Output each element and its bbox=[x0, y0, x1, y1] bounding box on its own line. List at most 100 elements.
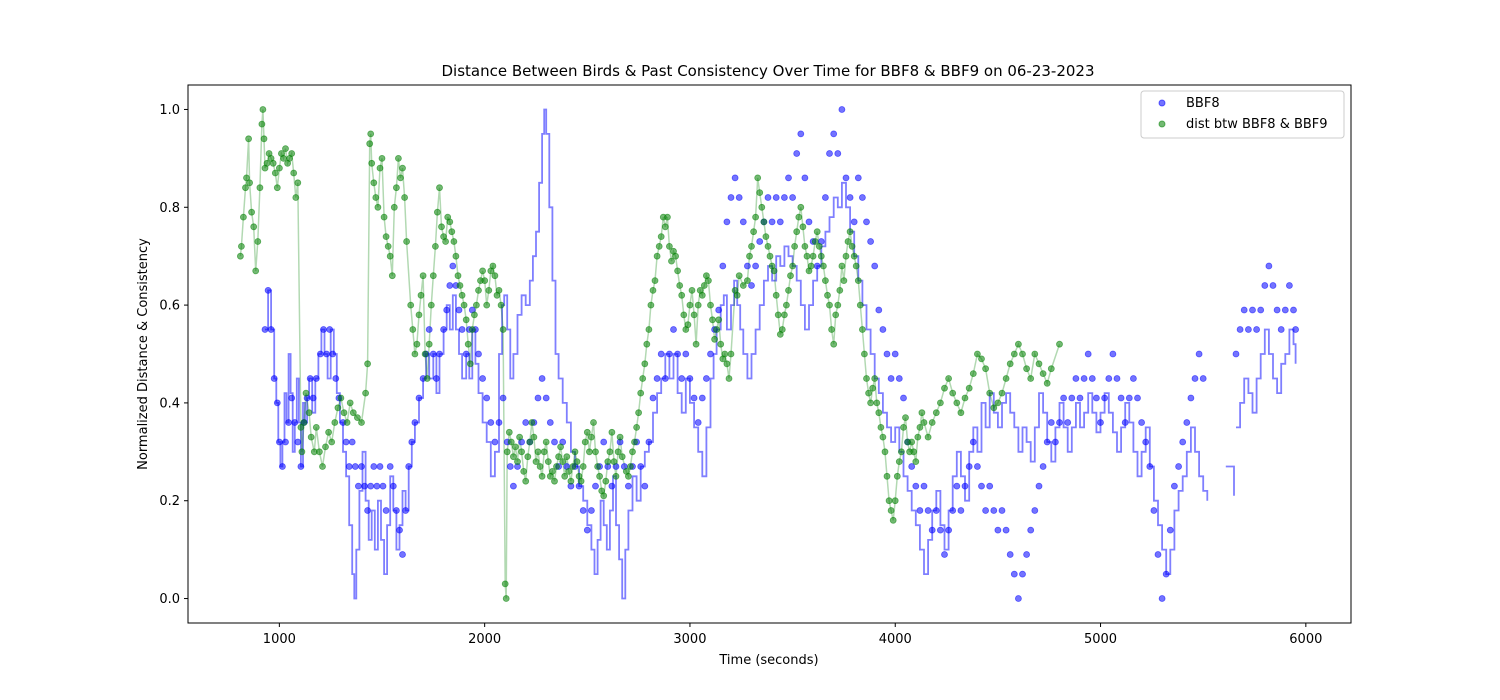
data-point-bbf8 bbox=[1072, 375, 1080, 382]
data-point-bbf8 bbox=[830, 130, 838, 138]
data-point-distance bbox=[869, 384, 877, 392]
data-point-distance bbox=[392, 184, 400, 192]
data-point-bbf8 bbox=[1292, 326, 1299, 333]
data-point-bbf8 bbox=[592, 482, 599, 490]
data-point-bbf8 bbox=[449, 262, 457, 270]
data-point-distance bbox=[489, 262, 497, 270]
data-point-bbf8 bbox=[329, 350, 337, 358]
data-point-bbf8 bbox=[354, 482, 362, 490]
data-point-distance bbox=[586, 448, 593, 456]
data-point-distance bbox=[801, 242, 809, 250]
data-point-bbf8 bbox=[748, 282, 755, 289]
data-point-bbf8 bbox=[600, 438, 608, 446]
data-point-bbf8 bbox=[949, 507, 957, 514]
data-point-distance bbox=[733, 291, 741, 299]
data-point-distance bbox=[937, 399, 944, 407]
data-point-distance bbox=[760, 218, 768, 226]
data-point-bbf8 bbox=[408, 438, 416, 446]
data-point-distance bbox=[932, 409, 940, 417]
data-point-bbf8 bbox=[270, 375, 278, 382]
data-point-distance bbox=[641, 360, 649, 368]
data-point-distance bbox=[863, 375, 870, 382]
data-point-distance bbox=[700, 282, 708, 289]
data-point-distance bbox=[452, 252, 460, 260]
data-point-distance bbox=[715, 316, 723, 324]
data-point-distance bbox=[378, 154, 386, 162]
data-point-bbf8 bbox=[443, 306, 451, 314]
data-point-distance bbox=[600, 492, 608, 500]
data-point-distance bbox=[744, 277, 751, 285]
data-point-bbf8 bbox=[345, 463, 353, 470]
data-point-distance bbox=[754, 174, 762, 182]
data-point-bbf8 bbox=[475, 350, 482, 358]
data-point-distance bbox=[680, 311, 688, 319]
data-point-distance bbox=[269, 159, 277, 167]
data-point-distance bbox=[791, 242, 798, 250]
data-point-bbf8 bbox=[1162, 570, 1170, 578]
data-point-distance bbox=[407, 301, 415, 309]
data-point-distance bbox=[557, 443, 564, 451]
y-tick-label: 0.0 bbox=[159, 592, 180, 607]
data-point-distance bbox=[772, 291, 780, 299]
data-point-distance bbox=[588, 433, 595, 441]
data-point-distance bbox=[908, 438, 916, 446]
data-point-bbf8 bbox=[455, 306, 463, 314]
data-point-distance bbox=[319, 463, 326, 470]
data-point-distance bbox=[803, 252, 811, 260]
data-point-distance bbox=[1031, 350, 1039, 358]
data-point-distance bbox=[690, 311, 698, 319]
data-point-distance bbox=[844, 238, 852, 245]
data-point-distance bbox=[368, 159, 376, 167]
data-point-bbf8 bbox=[916, 507, 924, 514]
data-point-bbf8 bbox=[386, 463, 394, 470]
data-point-distance bbox=[458, 291, 466, 299]
data-point-bbf8 bbox=[891, 350, 899, 358]
data-point-bbf8 bbox=[879, 326, 887, 333]
data-point-distance bbox=[516, 433, 523, 441]
data-point-bbf8 bbox=[969, 438, 977, 446]
data-point-bbf8 bbox=[863, 218, 870, 226]
data-point-distance bbox=[789, 262, 796, 270]
data-point-distance bbox=[542, 438, 550, 446]
data-point-bbf8 bbox=[316, 350, 324, 358]
data-point-distance bbox=[528, 419, 536, 426]
data-point-bbf8 bbox=[887, 375, 895, 382]
data-point-distance bbox=[275, 164, 283, 172]
data-point-distance bbox=[376, 164, 384, 172]
data-point-bbf8 bbox=[373, 482, 381, 490]
data-point-distance bbox=[629, 448, 636, 456]
data-point-bbf8 bbox=[1097, 419, 1104, 426]
data-point-bbf8 bbox=[920, 482, 928, 490]
data-point-distance bbox=[1027, 375, 1035, 382]
data-point-distance bbox=[846, 228, 854, 236]
y-tick-label: 0.8 bbox=[159, 201, 180, 216]
data-point-bbf8 bbox=[838, 106, 846, 113]
data-point-distance bbox=[920, 419, 928, 426]
data-point-distance bbox=[399, 164, 406, 172]
data-point-distance bbox=[421, 350, 429, 358]
data-point-distance bbox=[236, 252, 244, 260]
data-point-distance bbox=[606, 448, 614, 456]
data-point-bbf8 bbox=[974, 463, 981, 470]
data-point-distance bbox=[415, 311, 423, 319]
data-point-bbf8 bbox=[323, 350, 331, 358]
data-point-bbf8 bbox=[273, 399, 281, 407]
data-point-bbf8 bbox=[320, 326, 327, 333]
data-point-distance bbox=[953, 399, 961, 407]
data-point-distance bbox=[454, 272, 462, 280]
series-line-bbf8 bbox=[265, 108, 1209, 600]
data-point-bbf8 bbox=[432, 375, 440, 382]
data-point-distance bbox=[256, 184, 264, 192]
data-point-distance bbox=[887, 507, 895, 514]
data-point-distance bbox=[688, 286, 696, 294]
x-tick-label: 2000 bbox=[468, 632, 501, 647]
data-point-bbf8 bbox=[1093, 394, 1100, 402]
x-tick-label: 1000 bbox=[263, 632, 296, 647]
data-point-bbf8 bbox=[510, 482, 517, 490]
data-point-distance bbox=[497, 301, 505, 309]
data-point-bbf8 bbox=[458, 326, 466, 333]
data-point-distance bbox=[856, 301, 864, 309]
data-point-bbf8 bbox=[1142, 438, 1150, 446]
data-point-distance bbox=[468, 326, 476, 333]
